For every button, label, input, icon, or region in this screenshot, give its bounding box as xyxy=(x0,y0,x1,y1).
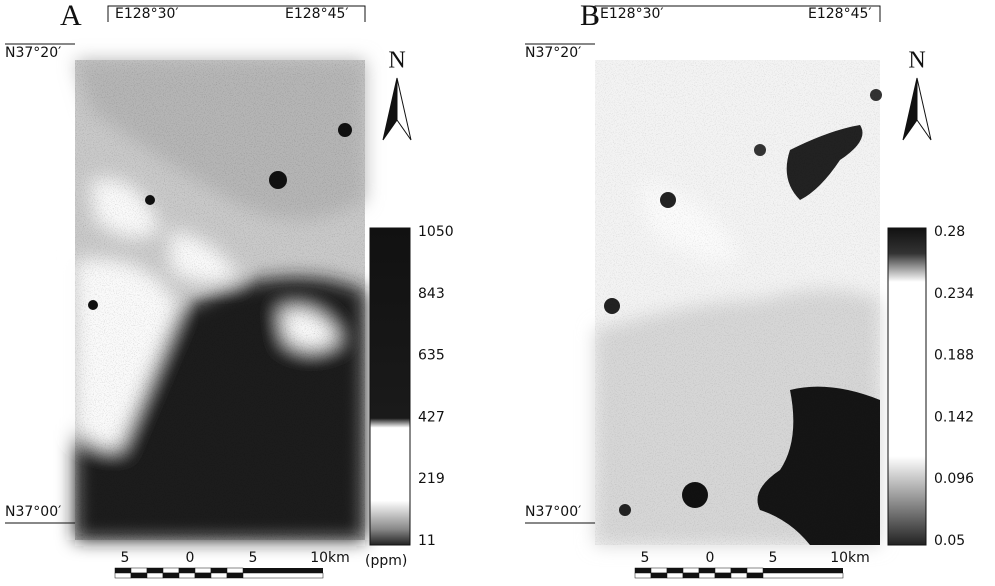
scale-seg xyxy=(114,572,132,579)
lat-label: N37°00′ xyxy=(525,504,581,520)
scale-seg xyxy=(762,572,844,579)
scale-seg xyxy=(714,567,732,574)
colorbar-tick-label: 0.28 xyxy=(934,224,965,240)
scale-label: 5 xyxy=(121,550,130,566)
scale-seg xyxy=(698,572,716,579)
scale-seg xyxy=(666,572,684,579)
colorbar-unit: (ppm) xyxy=(365,553,407,569)
colorbar-tick-label: 0.234 xyxy=(934,286,974,302)
scale-seg xyxy=(178,567,196,574)
map-b xyxy=(595,60,882,545)
scale-seg xyxy=(114,567,132,574)
north-label: N xyxy=(908,48,925,74)
colorbar-tick-label: 0.142 xyxy=(934,409,974,425)
scale-label: 5 xyxy=(641,550,650,566)
scale-seg xyxy=(698,567,716,574)
scale-label: 10km xyxy=(310,550,350,566)
scale-seg xyxy=(650,567,668,574)
scale-seg xyxy=(714,572,732,579)
scale-seg xyxy=(194,572,212,579)
scale-seg xyxy=(242,572,324,579)
scale-seg xyxy=(130,572,148,579)
lon-label: E128°30′ xyxy=(600,6,664,22)
map-a xyxy=(75,60,365,540)
colorbar-tick-label: 0.096 xyxy=(934,471,974,487)
north-label: N xyxy=(388,48,405,74)
colorbar-tick-label: 0.188 xyxy=(934,348,974,364)
scale-seg xyxy=(210,572,228,579)
colorbar-tick-label: 1050 xyxy=(418,224,454,240)
scale-seg xyxy=(682,572,700,579)
colorbar-tick-label: 635 xyxy=(418,348,445,364)
lon-label: E128°45′ xyxy=(285,6,349,22)
scale-seg xyxy=(194,567,212,574)
scale-seg xyxy=(162,572,180,579)
scale-seg xyxy=(178,572,196,579)
scale-seg xyxy=(650,572,668,579)
scale-seg xyxy=(634,572,652,579)
colorbar-tick-label: 219 xyxy=(418,471,445,487)
colorbar xyxy=(369,227,411,546)
scale-seg xyxy=(226,572,244,579)
colorbar-tick-label: 11 xyxy=(418,533,436,549)
scale-label: 10km xyxy=(830,550,870,566)
scale-seg xyxy=(763,568,843,573)
north-arrow xyxy=(902,77,918,141)
scale-seg xyxy=(746,567,764,574)
scale-label: 0 xyxy=(706,550,715,566)
panel-label: A xyxy=(60,0,82,32)
scale-seg xyxy=(146,567,164,574)
scale-seg xyxy=(130,567,148,574)
scale-seg xyxy=(730,572,748,579)
scale-seg xyxy=(226,567,244,574)
lat-label: N37°00′ xyxy=(5,504,61,520)
north-arrow xyxy=(396,77,412,141)
scale-seg xyxy=(162,567,180,574)
lat-label: N37°20′ xyxy=(525,45,581,61)
scale-label: 0 xyxy=(186,550,195,566)
scale-label: 5 xyxy=(769,550,778,566)
scale-seg xyxy=(634,567,652,574)
lon-bracket xyxy=(594,5,881,22)
lon-label: E128°45′ xyxy=(808,6,872,22)
lon-label: E128°30′ xyxy=(115,6,179,22)
colorbar-tick-label: 843 xyxy=(418,286,445,302)
lat-label: N37°20′ xyxy=(5,45,61,61)
colorbar xyxy=(887,227,927,546)
scale-seg xyxy=(210,567,228,574)
scale-seg xyxy=(243,568,323,573)
north-arrow xyxy=(916,77,932,141)
colorbar-tick-label: 0.05 xyxy=(934,533,965,549)
scale-seg xyxy=(746,572,764,579)
scale-seg xyxy=(146,572,164,579)
lon-bracket xyxy=(107,5,366,22)
scale-label: 5 xyxy=(249,550,258,566)
north-arrow xyxy=(382,77,398,141)
scale-seg xyxy=(666,567,684,574)
panel-label: B xyxy=(580,0,600,32)
colorbar-tick-label: 427 xyxy=(418,409,445,425)
scale-seg xyxy=(730,567,748,574)
scale-seg xyxy=(682,567,700,574)
